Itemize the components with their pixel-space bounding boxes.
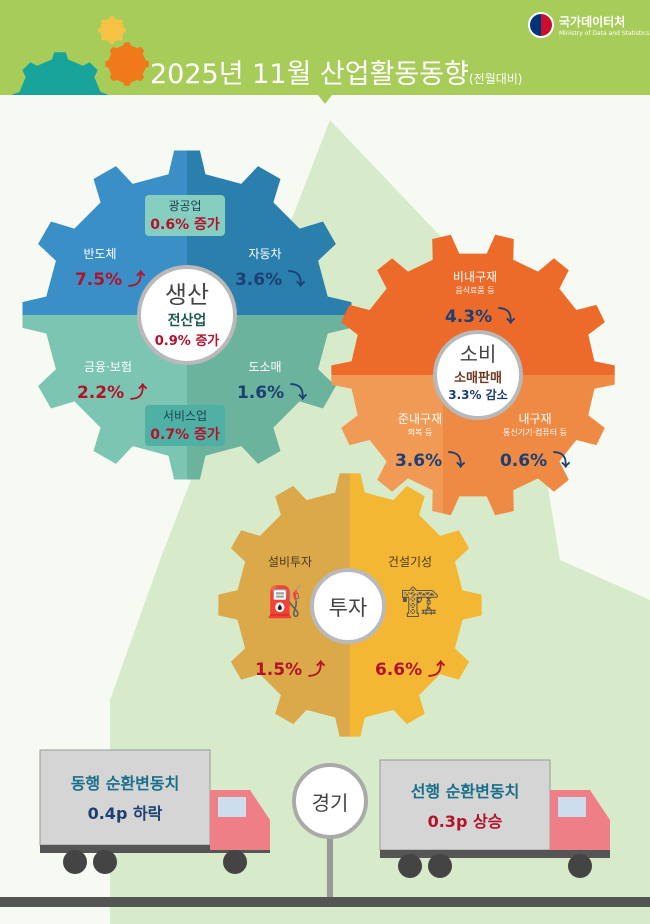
item-value: 1.6% ⤵	[236, 383, 308, 403]
arrow-down-icon: ⤵	[448, 451, 466, 471]
arrow-down-icon: ⤵	[498, 307, 516, 327]
arrow-up-icon: ⤴	[128, 270, 146, 290]
item-value: 0.6% ⤵	[499, 451, 571, 471]
item-value: 4.3% ⤵	[444, 307, 516, 327]
item-label: 비내구재	[452, 270, 498, 284]
item-value: 1.5% ⤴	[254, 660, 326, 680]
item-label: 내구재	[518, 412, 552, 426]
header-yellow-gear	[98, 16, 126, 44]
logo: 국가데이터처 Ministry of Data and Statistics	[528, 12, 649, 38]
header-orange-gear	[105, 42, 149, 86]
arrow-up-icon: ⤴	[428, 660, 446, 680]
leading-index: 선행 순환변동치 0.3p 상승	[410, 782, 520, 831]
item-label: 준내구재	[397, 412, 443, 426]
consumption-center: 소비 소매판매 3.3% 감소	[433, 330, 523, 420]
item-label: 건설기성	[387, 555, 433, 569]
item-label: 반도체	[83, 247, 117, 261]
sign-post	[327, 800, 333, 897]
item-sub: 통신기기·컴퓨터 등	[503, 428, 567, 437]
road	[0, 897, 650, 907]
taegeuk-icon	[528, 12, 554, 38]
arrow-down-icon: ⤵	[553, 451, 571, 471]
item-value: 3.6% ⤵	[394, 451, 466, 471]
truck-right	[379, 759, 610, 878]
item-value: 3.6% ⤵	[234, 270, 306, 290]
item-value: 7.5% ⤴	[74, 270, 146, 290]
item-label: 도소매	[248, 360, 282, 374]
services-box: 서비스업 0.7% 증가	[145, 405, 225, 446]
oil-rig-icon: ⛽	[266, 585, 304, 620]
arrow-up-icon: ⤴	[130, 383, 148, 403]
crane-icon: 🏗	[400, 585, 440, 620]
economy-sign: 경기	[292, 763, 368, 839]
item-sub: 의복 등	[407, 428, 433, 437]
item-sub: 음식료품 등	[455, 286, 495, 295]
truck-left	[39, 749, 270, 874]
arrow-down-icon: ⤵	[288, 270, 306, 290]
page-title: 2025년 11월 산업활동동향(전월대비)	[150, 59, 523, 90]
item-value: 2.2% ⤴	[76, 383, 148, 403]
coincident-index: 동행 순환변동치 0.4p 하락	[70, 774, 180, 823]
production-center: 생산 전산업 0.9% 증가	[137, 265, 237, 365]
item-label: 설비투자	[267, 555, 313, 569]
item-label: 금융·보험	[84, 360, 132, 374]
arrow-down-icon: ⤵	[290, 383, 308, 403]
investment-center: 투자	[310, 568, 386, 644]
arrow-up-icon: ⤴	[308, 660, 326, 680]
item-label: 자동차	[248, 247, 282, 261]
mining-box: 광공업 0.6% 증가	[145, 195, 225, 236]
item-value: 6.6% ⤴	[374, 660, 446, 680]
